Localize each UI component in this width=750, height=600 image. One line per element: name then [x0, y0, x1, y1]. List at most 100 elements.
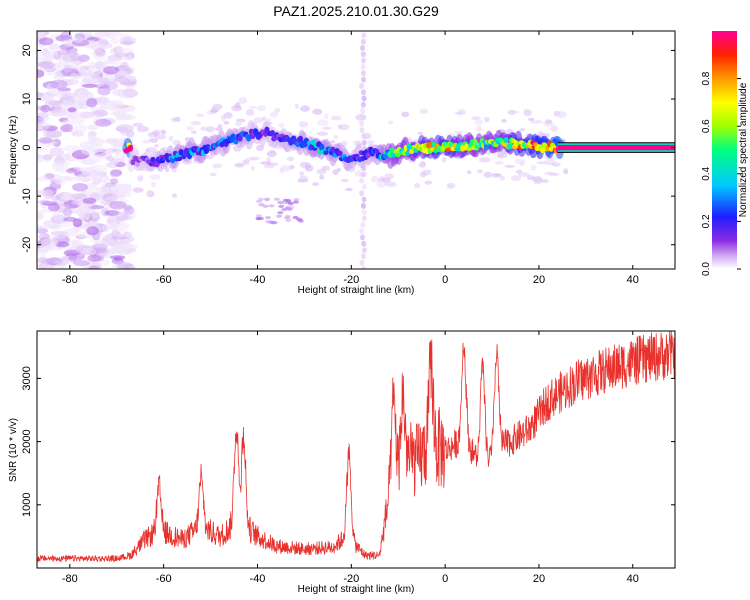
- heatmap-blob: [37, 200, 54, 205]
- y-tick-label: 1000: [21, 493, 33, 517]
- heatmap-blob: [67, 107, 77, 113]
- y-tick-label: 3000: [21, 366, 33, 390]
- heatmap-blob: [51, 211, 67, 221]
- heatmap-blob: [109, 200, 127, 210]
- heatmap-blob: [52, 160, 71, 168]
- colorbar-tick-label: 0.6: [701, 119, 712, 133]
- heatmap-blob: [236, 118, 246, 123]
- heatmap-blob: [316, 131, 329, 136]
- heatmap-blob: [116, 262, 133, 269]
- spectrogram-xlabel: Height of straight line (km): [298, 285, 415, 296]
- heatmap-blob: [177, 156, 183, 162]
- snr-background: [37, 331, 675, 568]
- heatmap-blob: [86, 124, 99, 131]
- heatmap-blob: [88, 113, 99, 119]
- heatmap-blob: [424, 180, 433, 185]
- heatmap-blob: [62, 38, 75, 47]
- heatmap-blob: [60, 100, 74, 110]
- heatmap-blob: [51, 230, 68, 240]
- heatmap-blob: [422, 169, 432, 176]
- x-tick-label: 0: [442, 573, 448, 585]
- heatmap-blob: [109, 221, 119, 230]
- heatmap-blob: [285, 218, 292, 222]
- heatmap-blob: [48, 110, 67, 117]
- heatmap-blob: [116, 211, 128, 222]
- heatmap-blob: [484, 174, 495, 178]
- heatmap-blob: [97, 42, 113, 49]
- heatmap-blob: [504, 164, 516, 168]
- heatmap-blob: [255, 217, 262, 221]
- heatmap-blob: [503, 136, 509, 144]
- snr-ylabel: SNR (10 * v/v): [8, 418, 19, 482]
- x-tick-label: 40: [627, 573, 639, 585]
- heatmap-blob: [104, 210, 120, 216]
- heatmap-blob: [324, 113, 329, 119]
- heatmap-blob: [454, 111, 463, 115]
- heatmap-blob: [53, 71, 63, 77]
- heatmap-blob: [514, 158, 526, 164]
- heatmap-blob: [63, 191, 73, 200]
- heatmap-blob: [361, 196, 367, 203]
- heatmap-blob: [360, 114, 366, 121]
- heatmap-blob: [86, 143, 104, 154]
- heatmap-blob: [361, 76, 367, 83]
- heatmap-blob: [127, 144, 133, 152]
- heatmap-blob: [108, 101, 125, 108]
- heatmap-blob: [117, 89, 136, 98]
- heatmap-blob: [477, 169, 483, 174]
- x-tick-label: -80: [62, 573, 78, 585]
- heatmap-blob: [360, 38, 366, 45]
- heatmap-blob: [501, 119, 507, 123]
- heatmap-blob: [359, 259, 365, 266]
- heatmap-blob: [81, 210, 91, 220]
- heatmap-blob: [419, 108, 429, 114]
- heatmap-blob: [499, 175, 505, 181]
- heatmap-blob: [292, 215, 299, 220]
- heatmap-blob: [103, 66, 120, 75]
- heatmap-blob: [361, 57, 366, 64]
- heatmap-blob: [297, 178, 309, 183]
- heatmap-blob: [63, 145, 80, 152]
- heatmap-blob: [361, 32, 367, 39]
- snr-series-line: [37, 331, 675, 563]
- heatmap-blob: [361, 209, 367, 216]
- heatmap-blob: [388, 120, 394, 125]
- heatmap-blob: [545, 119, 552, 125]
- heatmap-blob: [519, 128, 526, 132]
- heatmap-blob: [62, 92, 78, 99]
- colorbar-tick-label: 0.4: [701, 166, 712, 180]
- heatmap-blob: [312, 182, 319, 187]
- heatmap-blob: [48, 43, 61, 51]
- x-tick-label: -80: [62, 274, 78, 286]
- heatmap-blob: [515, 169, 523, 174]
- heatmap-blob: [361, 266, 367, 269]
- heatmap-blob: [86, 97, 98, 108]
- heatmap-blob: [234, 122, 242, 126]
- heatmap-blob: [81, 247, 97, 256]
- heatmap-blob: [62, 123, 74, 133]
- spectrogram-ticks: -80 -60 -40 -20 0 20 40 -20 -10 0 10 20: [21, 31, 675, 286]
- heatmap-blob: [530, 120, 543, 124]
- heatmap-blob: [42, 220, 54, 228]
- heatmap-blob: [330, 146, 336, 153]
- heatmap-blob: [120, 127, 129, 136]
- heatmap-blob: [540, 146, 546, 154]
- x-tick-label: 40: [627, 274, 639, 286]
- spectrogram-ylabel: Frequency (Hz): [8, 116, 19, 185]
- heatmap-blob: [447, 184, 454, 188]
- heatmap-blob: [360, 202, 366, 209]
- heatmap-blob: [341, 140, 348, 146]
- heatmap-blob: [43, 129, 59, 139]
- heatmap-blob: [46, 246, 62, 251]
- heatmap-blob: [250, 166, 255, 171]
- heatmap-blob: [86, 226, 99, 236]
- heatmap-blob: [407, 137, 413, 142]
- heatmap-blob: [361, 95, 367, 102]
- heatmap-blob: [49, 147, 64, 157]
- heatmap-blob: [379, 175, 385, 181]
- heatmap-blob: [280, 165, 292, 172]
- figure-title: PAZ1.2025.210.01.30.G29: [273, 3, 439, 19]
- heatmap-blob: [223, 120, 230, 125]
- y-tick-label: 0: [21, 145, 33, 151]
- heatmap-blob: [238, 97, 248, 104]
